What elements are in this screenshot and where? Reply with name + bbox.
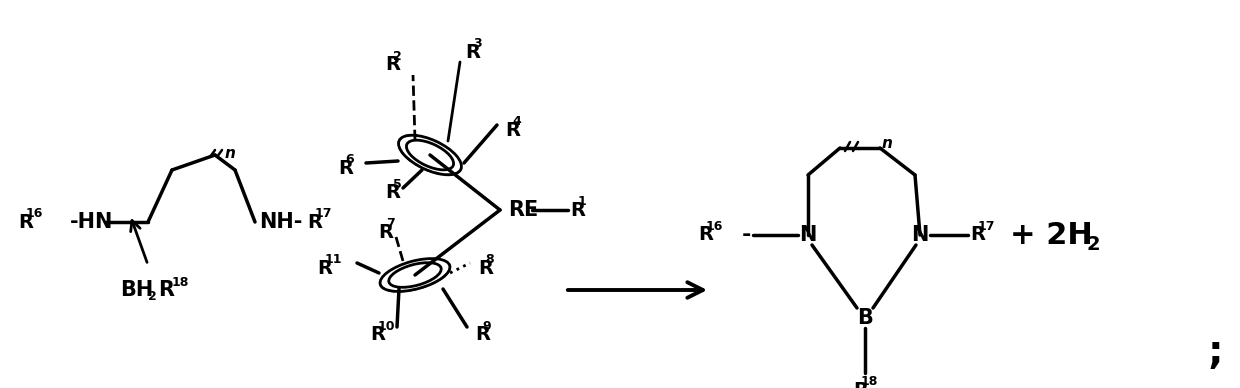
- Text: R: R: [570, 201, 585, 220]
- Text: R: R: [384, 55, 401, 74]
- Text: 5: 5: [393, 178, 402, 191]
- Text: 18: 18: [172, 275, 190, 289]
- Text: R: R: [157, 280, 174, 300]
- Text: 3: 3: [472, 37, 481, 50]
- Text: 2: 2: [148, 291, 156, 303]
- Text: 2: 2: [1086, 236, 1100, 255]
- Text: NH-: NH-: [259, 212, 303, 232]
- Text: R: R: [475, 326, 490, 345]
- Text: 4: 4: [512, 115, 522, 128]
- Text: R: R: [477, 258, 494, 277]
- Text: R: R: [970, 225, 985, 244]
- Text: 2: 2: [393, 50, 402, 63]
- Text: R: R: [317, 258, 332, 277]
- Text: n: n: [882, 137, 893, 151]
- Text: 18: 18: [861, 375, 878, 388]
- Text: n: n: [224, 146, 236, 161]
- Text: R: R: [19, 213, 33, 232]
- Text: 9: 9: [482, 320, 491, 333]
- Text: 17: 17: [315, 207, 332, 220]
- Text: R: R: [465, 43, 480, 62]
- Text: 6: 6: [346, 153, 355, 166]
- Text: N: N: [800, 225, 817, 245]
- Text: 8: 8: [486, 253, 495, 266]
- Text: 16: 16: [26, 207, 43, 220]
- Text: R: R: [384, 184, 401, 203]
- Text: 1: 1: [578, 195, 587, 208]
- Text: -HN: -HN: [69, 212, 113, 232]
- Text: R: R: [339, 159, 353, 177]
- Text: N: N: [911, 225, 929, 245]
- Text: ;: ;: [1208, 333, 1223, 371]
- Text: 7: 7: [386, 217, 394, 230]
- Text: B: B: [857, 308, 873, 328]
- Text: + 2H: + 2H: [1011, 220, 1092, 249]
- Text: BH: BH: [120, 280, 154, 300]
- Text: R: R: [378, 222, 393, 241]
- Text: RE: RE: [508, 200, 538, 220]
- Text: R: R: [308, 213, 322, 232]
- Text: R: R: [370, 326, 384, 345]
- Text: R: R: [698, 225, 713, 244]
- Text: 16: 16: [706, 220, 723, 233]
- Text: 17: 17: [977, 220, 996, 233]
- Text: R: R: [505, 121, 520, 140]
- Text: 11: 11: [325, 253, 342, 266]
- Text: R: R: [853, 381, 868, 388]
- Text: 10: 10: [378, 320, 396, 333]
- Text: -: -: [742, 225, 751, 245]
